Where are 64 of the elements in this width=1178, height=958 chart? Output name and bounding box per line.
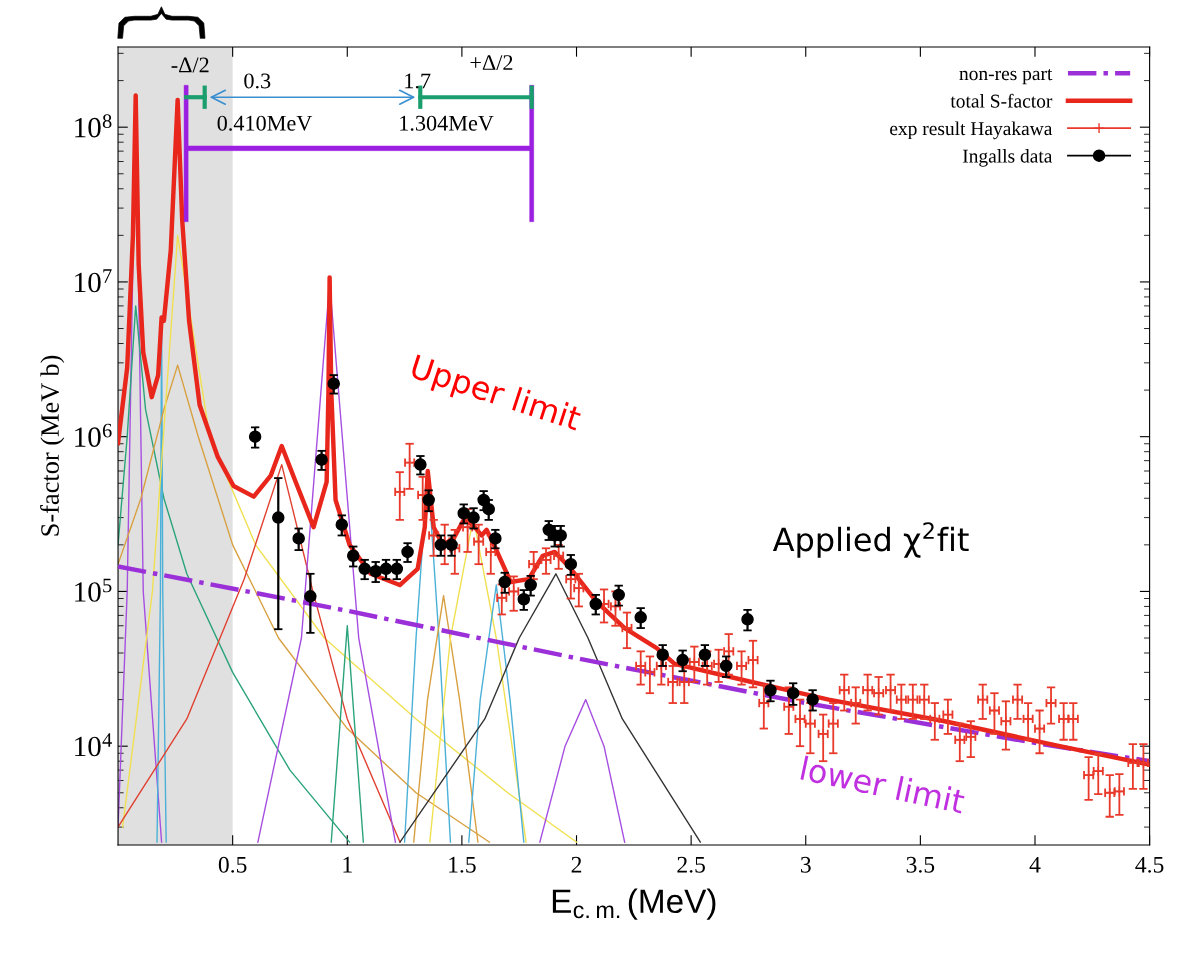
- x-tick-label: 2.5: [677, 856, 705, 873]
- point: [489, 532, 502, 545]
- annotation: -Δ/2: [171, 57, 209, 73]
- annotation: 0.410MeV: [217, 115, 313, 131]
- x-tick-label: 4.5: [1135, 856, 1164, 873]
- x-tick-label: 4: [1029, 856, 1041, 873]
- y-tick-label: 10$^{4}$: [75, 733, 112, 757]
- point: [517, 593, 531, 606]
- point: [806, 693, 819, 706]
- x-tick-label: 0.5: [218, 856, 247, 873]
- y-axis-title: S-factor (MeV b): [40, 355, 65, 536]
- point: [719, 659, 733, 673]
- y-tick-label: 10$^{8}$: [75, 114, 112, 138]
- x-tick-label: 2: [571, 856, 582, 873]
- point: [346, 549, 360, 563]
- point: [414, 458, 427, 471]
- point: [248, 430, 262, 443]
- point: [327, 377, 340, 390]
- point: [564, 557, 578, 571]
- point: [304, 590, 317, 603]
- point: [272, 511, 285, 524]
- annotation: +Δ/2: [470, 55, 513, 71]
- x-tick-label: 1.5: [449, 856, 476, 873]
- legend-label: exp result Hayakawa: [890, 121, 1053, 140]
- y-tick-label: 10$^{7}$: [75, 269, 112, 293]
- point: [457, 507, 470, 520]
- annotation: 0.3: [244, 73, 271, 89]
- annotation: Upper limit: [408, 353, 583, 437]
- y-tick-label: 10$^{5}$: [75, 578, 112, 602]
- legend-label: total S-factor: [950, 93, 1053, 108]
- point: [764, 683, 777, 697]
- point: [467, 511, 480, 524]
- point: [369, 565, 382, 578]
- point: [524, 578, 537, 592]
- line-series: [118, 463, 401, 843]
- point: [315, 453, 328, 466]
- point: [292, 532, 305, 545]
- point: [358, 562, 371, 576]
- x-tick-label: 1: [343, 856, 352, 873]
- x-tick-label: 3: [800, 856, 811, 873]
- legend-label: non-res part: [959, 69, 1053, 85]
- annotation: 1.304MeV: [400, 115, 494, 131]
- point: [634, 611, 647, 624]
- point: [589, 597, 603, 611]
- point: [477, 493, 490, 507]
- x-axis-title: E$_{c.m.}$(MeV): [552, 888, 716, 920]
- x-tick-label: 3.5: [906, 856, 935, 873]
- point: [445, 538, 458, 552]
- point: [390, 562, 404, 576]
- annotation: 1.7: [405, 73, 431, 89]
- annotation: lower limit: [800, 755, 966, 814]
- point: [335, 518, 349, 531]
- y-tick-label: 10$^{6}$: [75, 423, 112, 447]
- line-series: [399, 573, 701, 843]
- point: [786, 686, 800, 700]
- point: [741, 613, 754, 626]
- annotation: Applied χ$^{2}$fit: [772, 522, 969, 558]
- point: [401, 545, 414, 559]
- point: [656, 648, 669, 661]
- legend-label: Ingalls data: [962, 148, 1053, 167]
- point: [498, 575, 512, 589]
- point: [379, 562, 393, 576]
- point: [422, 493, 435, 507]
- point: [482, 502, 495, 516]
